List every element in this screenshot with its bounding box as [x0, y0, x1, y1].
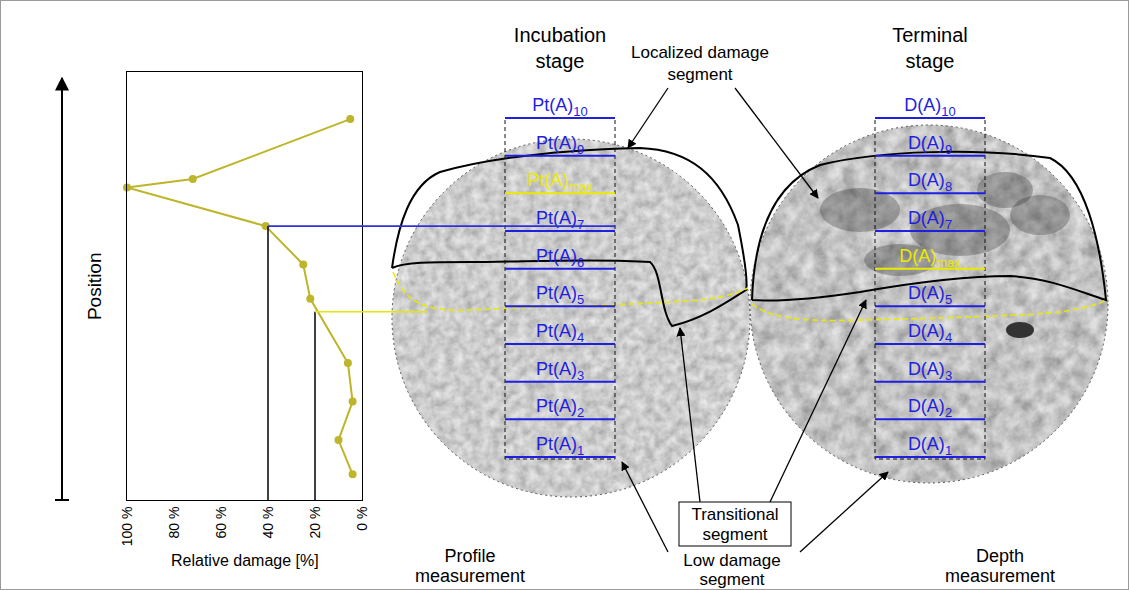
svg-text:0 %: 0 %: [354, 507, 370, 531]
svg-text:Position: Position: [84, 252, 105, 320]
svg-text:Low damage: Low damage: [683, 551, 780, 570]
svg-text:20 %: 20 %: [307, 507, 323, 539]
svg-text:D(A)7: D(A)7: [908, 208, 952, 232]
svg-text:D(A)9: D(A)9: [908, 133, 952, 157]
svg-text:60 %: 60 %: [213, 507, 229, 539]
svg-text:measurement: measurement: [945, 566, 1055, 586]
svg-text:80 %: 80 %: [166, 507, 182, 539]
svg-text:D(A)5: D(A)5: [908, 283, 952, 307]
svg-text:Pt(A)5: Pt(A)5: [536, 283, 584, 307]
svg-text:40 %: 40 %: [260, 507, 276, 539]
svg-text:Pt(A)4: Pt(A)4: [536, 321, 584, 345]
svg-text:D(A)4: D(A)4: [908, 321, 952, 345]
svg-text:Pt(A)7: Pt(A)7: [536, 208, 584, 232]
svg-text:D(A)10: D(A)10: [904, 95, 955, 119]
svg-text:Pt(A)6: Pt(A)6: [536, 246, 584, 270]
svg-text:100 %: 100 %: [119, 507, 135, 547]
svg-text:D(A)8: D(A)8: [908, 170, 952, 194]
svg-text:D(A)1: D(A)1: [908, 434, 952, 458]
svg-text:Pt(A)10: Pt(A)10: [532, 95, 587, 119]
svg-text:Terminal: Terminal: [892, 24, 968, 46]
svg-text:Pt(A)2: Pt(A)2: [536, 396, 584, 420]
svg-text:segment: segment: [667, 65, 732, 84]
svg-text:D(A)2: D(A)2: [908, 396, 952, 420]
svg-text:segment: segment: [702, 525, 767, 544]
svg-text:Pt(A)3: Pt(A)3: [536, 359, 584, 383]
svg-text:Transitional: Transitional: [691, 505, 778, 524]
svg-text:segment: segment: [699, 570, 764, 589]
svg-text:Depth: Depth: [976, 546, 1024, 566]
svg-text:stage: stage: [906, 50, 955, 72]
svg-text:Incubation: Incubation: [514, 24, 606, 46]
svg-text:Pt(A)9: Pt(A)9: [536, 133, 584, 157]
svg-text:Pt(A)1: Pt(A)1: [536, 434, 584, 458]
svg-text:Pt(A)max: Pt(A)max: [527, 170, 593, 194]
svg-text:Relative damage [%]: Relative damage [%]: [171, 552, 319, 569]
svg-text:stage: stage: [536, 50, 585, 72]
svg-text:Localized damage: Localized damage: [631, 43, 769, 62]
svg-text:measurement: measurement: [415, 566, 525, 586]
svg-text:Profile: Profile: [444, 546, 495, 566]
svg-text:D(A)max: D(A)max: [899, 246, 961, 270]
svg-text:D(A)3: D(A)3: [908, 359, 952, 383]
